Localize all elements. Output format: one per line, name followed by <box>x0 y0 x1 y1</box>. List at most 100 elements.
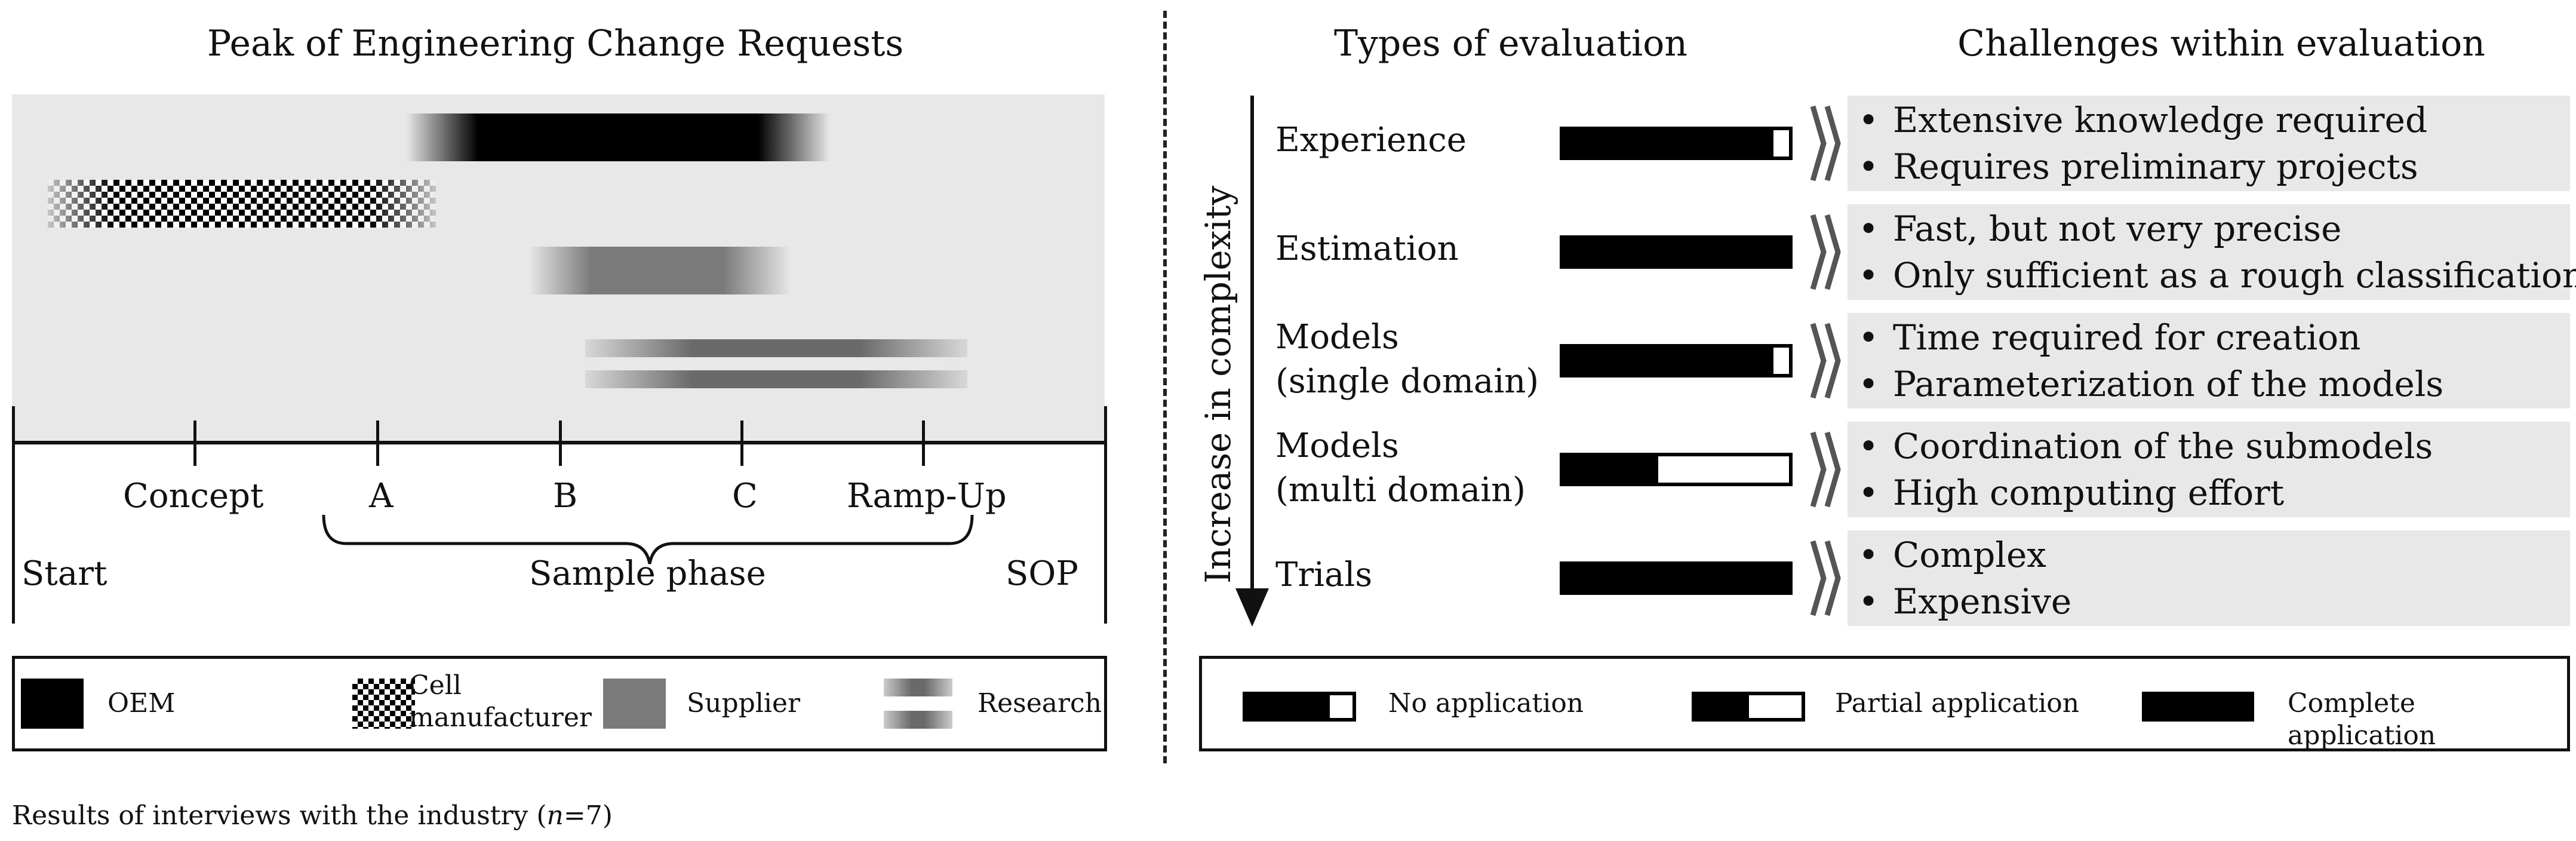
evaluation-type-line1: Experience <box>1275 121 1467 159</box>
milestone-tick <box>922 420 925 466</box>
oem-peak-bar <box>406 113 830 161</box>
footnote-n: n <box>546 800 564 831</box>
bullet: • <box>1858 426 1879 466</box>
bullet: • <box>1858 317 1879 358</box>
bullet: • <box>1858 472 1879 513</box>
challenge-box: • Fast, but not very precise • Only suffici… <box>1848 204 2576 300</box>
supplier-peak-bar <box>528 247 791 294</box>
challenge-text: Requires preliminary projects <box>1893 146 2418 187</box>
legend-bar-no-application <box>1243 692 1356 722</box>
cell-manufacturer-peak-bar <box>48 180 436 228</box>
start-label: Start <box>21 554 107 593</box>
challenge-item: • High computing effort <box>1858 469 2570 516</box>
challenge-item: • Expensive <box>1858 578 2570 625</box>
change-request-plot <box>12 94 1105 446</box>
evaluation-type-label: Models (single domain) <box>1275 315 1539 404</box>
double-chevron-icon <box>1810 105 1841 182</box>
bullet: • <box>1858 581 1879 622</box>
legend-label-oem: OEM <box>107 688 176 719</box>
challenge-text: Fast, but not very precise <box>1893 208 2342 249</box>
challenge-item: • Parameterization of the models <box>1858 361 2570 407</box>
research-peak-bar <box>585 339 967 388</box>
challenges-title: Challenges within evaluation <box>1957 23 2485 65</box>
left-legend: OEM Cell manufacturer Supplier Research <box>12 656 1107 751</box>
challenge-box: • Complex • Expensive <box>1848 530 2570 626</box>
bullet: • <box>1858 100 1879 140</box>
evaluation-type-label: Estimation <box>1275 227 1459 271</box>
evaluation-type-line1: Trials <box>1275 555 1373 594</box>
timeline-right-boundary <box>1104 406 1107 624</box>
double-chevron-icon <box>1810 540 1841 616</box>
bullet: • <box>1858 535 1879 575</box>
bullet: • <box>1858 208 1879 249</box>
challenge-text: Expensive <box>1893 581 2072 622</box>
complexity-axis-line <box>1250 96 1254 591</box>
challenge-box: • Coordination of the submodels • High comp… <box>1848 422 2570 517</box>
legend-label-supplier: Supplier <box>687 688 801 719</box>
legend-label-no-application: No application <box>1388 688 1584 719</box>
legend-label-partial-application: Partial application <box>1835 688 2080 719</box>
legend-swatch-oem <box>21 679 84 729</box>
legend-label-complete-application: Complete application <box>2288 688 2436 751</box>
evaluation-type-label: Experience <box>1275 118 1467 162</box>
evaluation-type-label: Models (multi domain) <box>1275 424 1526 512</box>
legend-label-research: Research <box>977 688 1102 719</box>
evaluation-type-line1: Models <box>1275 426 1399 465</box>
challenge-box: • Extensive knowledge required • Requires p… <box>1848 96 2570 191</box>
application-level-bar <box>1560 561 1793 595</box>
sample-phase-label: Sample phase <box>529 554 766 593</box>
milestone-label-concept: Concept <box>123 477 264 515</box>
left-title: Peak of Engineering Change Requests <box>207 23 904 65</box>
challenge-item: • Coordination of the submodels <box>1858 423 2570 469</box>
sample-phase-brace <box>322 514 974 564</box>
application-level-bar <box>1560 235 1793 269</box>
application-level-bar <box>1560 453 1793 486</box>
double-chevron-icon <box>1810 431 1841 508</box>
complexity-axis-arrowhead <box>1235 588 1269 627</box>
challenge-item: • Extensive knowledge required <box>1858 97 2570 143</box>
challenge-item: • Complex <box>1858 532 2570 578</box>
challenge-item: • Time required for creation <box>1858 314 2570 361</box>
challenge-text: Complex <box>1893 535 2047 575</box>
legend-label-cell-manufacturer: Cell manufacturer <box>409 670 592 733</box>
application-level-bar <box>1560 344 1793 377</box>
challenge-text: Only sufficient as a rough classificatio… <box>1893 255 2576 296</box>
evaluation-type-line2: (multi domain) <box>1275 471 1526 509</box>
milestone-tick <box>376 420 379 466</box>
milestone-label-ramp-up: Ramp-Up <box>847 477 1007 515</box>
milestone-label-b: B <box>553 477 578 515</box>
milestone-label-c: C <box>732 477 758 515</box>
challenge-item: • Only sufficient as a rough classificati… <box>1858 252 2576 299</box>
evaluation-type-line1: Estimation <box>1275 229 1459 268</box>
double-chevron-icon <box>1810 214 1841 290</box>
challenge-text: Extensive knowledge required <box>1893 100 2428 140</box>
footnote-suffix: =7) <box>563 800 613 831</box>
application-level-bar <box>1560 127 1793 160</box>
challenge-text: Time required for creation <box>1893 317 2361 358</box>
timeline-left-boundary <box>12 406 15 624</box>
challenge-item: • Requires preliminary projects <box>1858 143 2570 190</box>
challenge-text: High computing effort <box>1893 472 2285 513</box>
milestone-label-a: A <box>369 477 394 515</box>
bullet: • <box>1858 146 1879 187</box>
application-level-fill <box>1563 130 1773 156</box>
evaluation-type-label: Trials <box>1275 553 1372 597</box>
double-chevron-icon <box>1810 323 1841 399</box>
types-title: Types of evaluation <box>1334 23 1687 65</box>
application-level-fill <box>1563 456 1658 483</box>
panel-divider <box>1163 11 1167 763</box>
bullet: • <box>1858 364 1879 404</box>
milestone-tick <box>559 420 562 466</box>
challenge-text: Coordination of the submodels <box>1893 426 2433 466</box>
legend-bar-partial-application <box>1692 692 1805 722</box>
evaluation-type-line2: (single domain) <box>1275 362 1539 401</box>
challenge-text: Parameterization of the models <box>1893 364 2444 404</box>
challenge-box: • Time required for creation • Parameteriza… <box>1848 313 2570 409</box>
complexity-axis-label: Increase in complexity <box>1198 186 1238 584</box>
sop-label: SOP <box>1006 554 1078 593</box>
legend-bar-complete-application <box>2142 692 2254 722</box>
application-level-fill <box>1563 239 1789 265</box>
legend-swatch-research <box>884 679 952 729</box>
application-level-fill <box>1563 348 1773 374</box>
challenge-item: • Fast, but not very precise <box>1858 205 2570 252</box>
